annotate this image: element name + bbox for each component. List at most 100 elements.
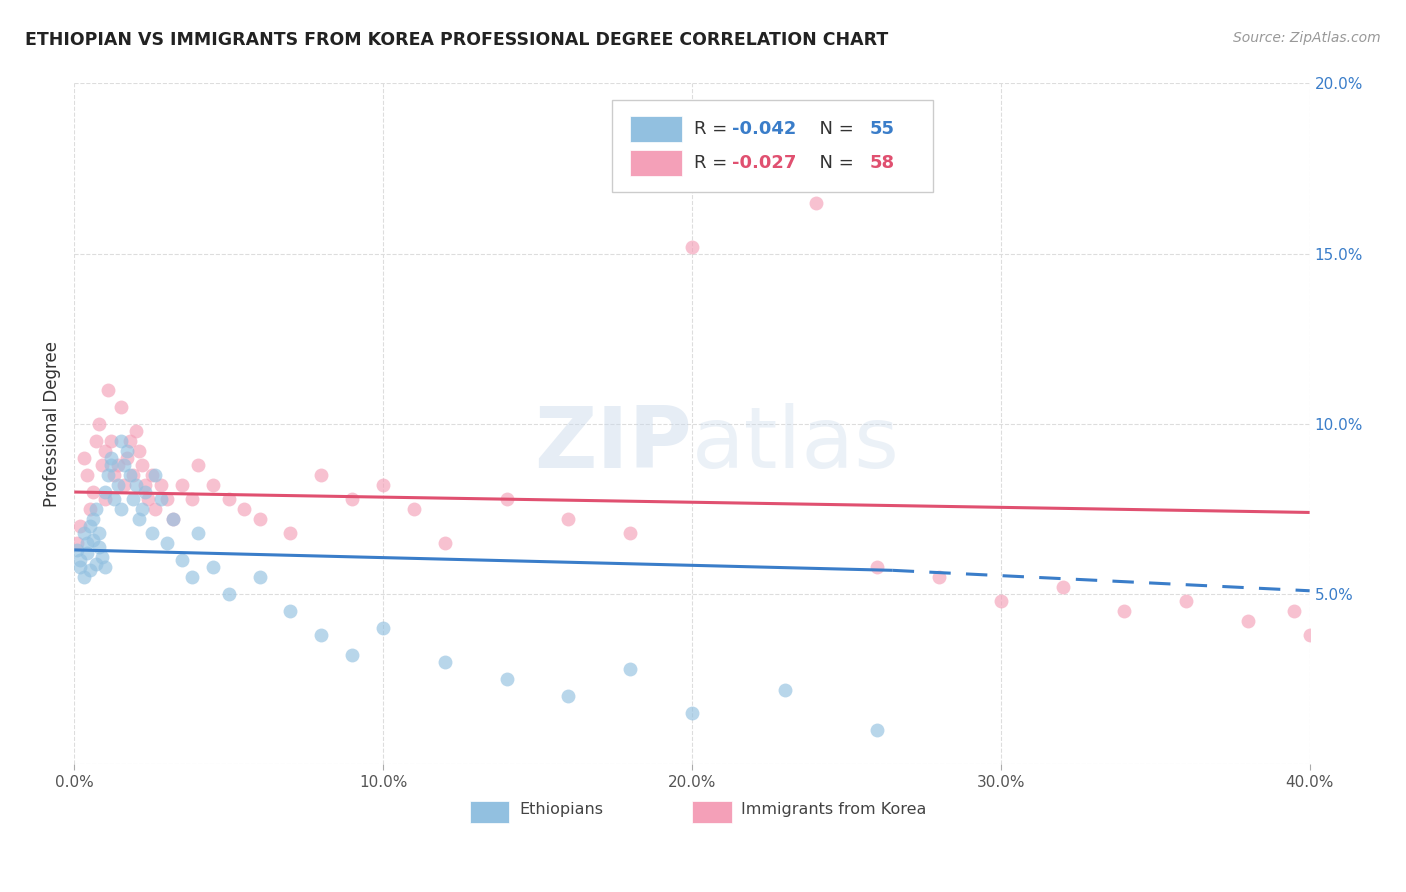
Point xyxy=(110,434,132,448)
Point xyxy=(97,383,120,397)
Point xyxy=(76,468,98,483)
Point xyxy=(134,478,156,492)
Point xyxy=(681,240,703,254)
Point xyxy=(72,525,94,540)
Point xyxy=(681,706,703,721)
Text: -0.027: -0.027 xyxy=(731,154,796,172)
Point xyxy=(84,434,107,448)
Point xyxy=(79,519,101,533)
Point xyxy=(149,478,172,492)
Point xyxy=(156,536,179,550)
Point xyxy=(94,485,117,500)
Text: atlas: atlas xyxy=(692,403,900,486)
Point xyxy=(82,485,104,500)
Point xyxy=(91,458,114,472)
Text: -0.042: -0.042 xyxy=(731,120,796,138)
Point xyxy=(233,502,256,516)
Point xyxy=(1175,594,1198,608)
Text: Source: ZipAtlas.com: Source: ZipAtlas.com xyxy=(1233,31,1381,45)
Point xyxy=(187,525,209,540)
Point xyxy=(115,444,138,458)
Point xyxy=(149,491,172,506)
Point xyxy=(94,560,117,574)
Point xyxy=(66,542,89,557)
Point xyxy=(82,512,104,526)
Point xyxy=(100,434,122,448)
Point xyxy=(990,594,1012,608)
Point xyxy=(107,458,129,472)
Point xyxy=(128,512,150,526)
Point xyxy=(311,468,333,483)
Point xyxy=(1298,628,1320,642)
Point xyxy=(280,604,302,618)
Point xyxy=(143,502,166,516)
Point xyxy=(1282,604,1305,618)
Point xyxy=(118,434,141,448)
Point xyxy=(495,491,517,506)
Point xyxy=(773,682,796,697)
Point xyxy=(402,502,425,516)
Point xyxy=(131,502,153,516)
Point xyxy=(91,549,114,564)
Point xyxy=(866,560,889,574)
Text: Ethiopians: Ethiopians xyxy=(519,802,603,817)
Point xyxy=(115,450,138,465)
FancyBboxPatch shape xyxy=(692,801,731,823)
Point xyxy=(218,491,240,506)
FancyBboxPatch shape xyxy=(612,101,932,193)
Point xyxy=(1114,604,1136,618)
Point xyxy=(141,525,163,540)
Point xyxy=(118,468,141,483)
Point xyxy=(84,502,107,516)
Point xyxy=(94,444,117,458)
Point xyxy=(373,621,395,635)
Text: Immigrants from Korea: Immigrants from Korea xyxy=(741,802,927,817)
Text: R =: R = xyxy=(695,120,734,138)
Point xyxy=(82,533,104,547)
FancyBboxPatch shape xyxy=(630,116,682,142)
Point xyxy=(94,491,117,506)
Point xyxy=(619,525,641,540)
Point xyxy=(619,662,641,676)
FancyBboxPatch shape xyxy=(630,150,682,176)
Point xyxy=(557,690,579,704)
Point xyxy=(72,450,94,465)
Point xyxy=(84,557,107,571)
Point xyxy=(100,458,122,472)
Point xyxy=(249,570,271,584)
Point xyxy=(125,424,148,438)
Point xyxy=(69,553,91,567)
Text: R =: R = xyxy=(695,154,734,172)
Point xyxy=(180,570,202,584)
Point xyxy=(138,491,160,506)
Point xyxy=(928,570,950,584)
Point xyxy=(1237,615,1260,629)
Point xyxy=(76,536,98,550)
Point xyxy=(87,417,110,431)
Point xyxy=(122,491,145,506)
Point xyxy=(131,458,153,472)
Text: ZIP: ZIP xyxy=(534,403,692,486)
Point xyxy=(128,444,150,458)
Point xyxy=(1052,580,1074,594)
Point xyxy=(122,468,145,483)
Point xyxy=(202,560,225,574)
Point xyxy=(249,512,271,526)
Point xyxy=(172,553,194,567)
Point xyxy=(134,485,156,500)
Point xyxy=(202,478,225,492)
Point xyxy=(156,491,179,506)
Point xyxy=(495,673,517,687)
Point xyxy=(112,458,135,472)
Text: N =: N = xyxy=(808,120,859,138)
Point xyxy=(76,546,98,560)
Point xyxy=(172,478,194,492)
Point xyxy=(866,723,889,738)
Text: N =: N = xyxy=(808,154,859,172)
Point xyxy=(79,563,101,577)
Point xyxy=(187,458,209,472)
Point xyxy=(103,491,125,506)
Point xyxy=(742,161,765,176)
Point xyxy=(804,195,827,210)
Point xyxy=(218,587,240,601)
